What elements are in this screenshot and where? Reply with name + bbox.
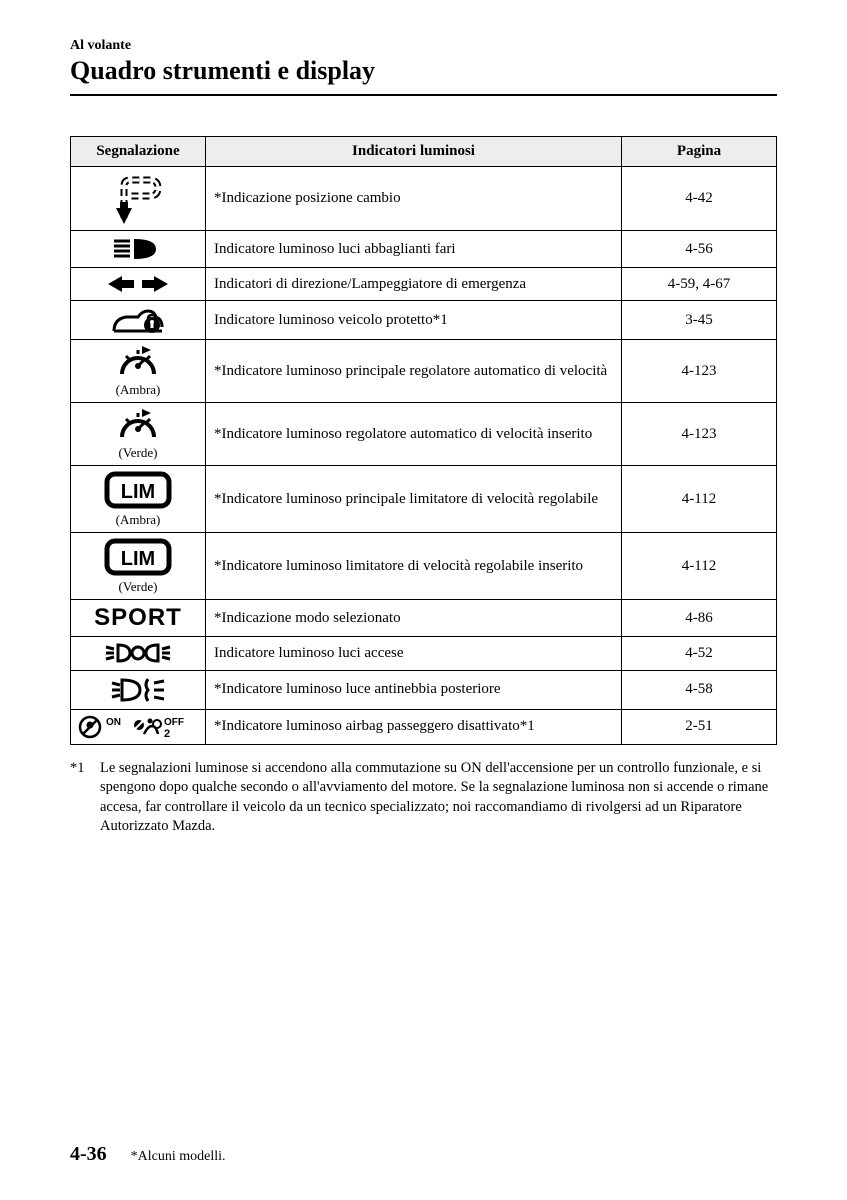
indicator-description: Indicatore luminoso luci abbaglianti far…: [206, 231, 622, 268]
footnote-text: Le segnalazioni luminose si accendono al…: [100, 759, 777, 837]
security-icon: [73, 305, 203, 335]
table-row: Indicatore luminoso luci accese4-52: [71, 637, 777, 670]
table-body: *Indicazione posizione cambio4-42 Indica…: [71, 167, 777, 745]
indicator-description: *Indicazione posizione cambio: [206, 167, 622, 231]
indicator-description: Indicatori di direzione/Lampeggiatore di…: [206, 268, 622, 301]
footnote-label: *1: [70, 759, 100, 837]
table-row: Indicatore luminoso veicolo protetto*13-…: [71, 301, 777, 340]
page-ref: 4-123: [622, 340, 777, 403]
table-row: *Indicatore luminoso luce antinebbia pos…: [71, 670, 777, 709]
page-ref: 3-45: [622, 301, 777, 340]
icon-sublabel: (Verde): [73, 579, 203, 595]
title-rule: [70, 94, 777, 96]
page-ref: 2-51: [622, 709, 777, 744]
icon-sublabel: (Ambra): [73, 382, 203, 398]
sport-mode-icon: SPORT: [73, 604, 203, 632]
indicator-description: *Indicatore luminoso regolatore automati…: [206, 403, 622, 466]
indicator-description: *Indicatore luminoso principale limitato…: [206, 466, 622, 533]
turn-signals-icon: [73, 274, 203, 294]
col-header-indicator: Indicatori luminosi: [206, 137, 622, 167]
svg-text:LIM: LIM: [121, 548, 155, 570]
page-ref: 4-112: [622, 533, 777, 600]
signal-cell: [71, 231, 206, 268]
col-header-page: Pagina: [622, 137, 777, 167]
table-row: (Verde)*Indicatore luminoso regolatore a…: [71, 403, 777, 466]
page-header: Al volante Quadro strumenti e display: [70, 38, 777, 96]
signal-cell: [71, 268, 206, 301]
indicator-description: *Indicatore luminoso principale regolato…: [206, 340, 622, 403]
col-header-signal: Segnalazione: [71, 137, 206, 167]
table-row: Indicatori di direzione/Lampeggiatore di…: [71, 268, 777, 301]
page-ref: 4-123: [622, 403, 777, 466]
lights-on-icon: [73, 641, 203, 665]
signal-cell: [71, 637, 206, 670]
table-row: LIM (Verde)*Indicatore luminoso limitato…: [71, 533, 777, 600]
section-pretitle: Al volante: [70, 38, 777, 54]
signal-cell: [71, 167, 206, 231]
table-row: (Ambra)*Indicatore luminoso principale r…: [71, 340, 777, 403]
indicator-description: Indicatore luminoso veicolo protetto*1: [206, 301, 622, 340]
signal-cell: LIM (Verde): [71, 533, 206, 600]
icon-sublabel: (Verde): [73, 445, 203, 461]
airbag-off-icon: ON OFF 2: [73, 714, 203, 740]
icon-sublabel: (Ambra): [73, 512, 203, 528]
gear-shift-icon: [73, 174, 203, 224]
lim-main-icon: LIM: [73, 470, 203, 510]
page-number: 4-36: [70, 1143, 107, 1166]
rear-fog-icon: [73, 675, 203, 705]
svg-text:OFF: OFF: [164, 717, 184, 728]
cruise-main-icon: [73, 344, 203, 380]
signal-cell: (Verde): [71, 403, 206, 466]
indicators-table: Segnalazione Indicatori luminosi Pagina …: [70, 136, 777, 745]
svg-text:2: 2: [164, 728, 170, 740]
high-beam-icon: [73, 235, 203, 263]
table-row: Indicatore luminoso luci abbaglianti far…: [71, 231, 777, 268]
indicator-description: *Indicatore luminoso limitatore di veloc…: [206, 533, 622, 600]
signal-cell: (Ambra): [71, 340, 206, 403]
page-ref: 4-52: [622, 637, 777, 670]
lim-set-icon: LIM: [73, 537, 203, 577]
table-header-row: Segnalazione Indicatori luminosi Pagina: [71, 137, 777, 167]
page-title: Quadro strumenti e display: [70, 56, 777, 92]
page-ref: 4-86: [622, 600, 777, 637]
some-models-note: *Alcuni modelli.: [131, 1149, 226, 1165]
table-row: SPORT*Indicazione modo selezionato4-86: [71, 600, 777, 637]
indicator-description: Indicatore luminoso luci accese: [206, 637, 622, 670]
signal-cell: SPORT: [71, 600, 206, 637]
signal-cell: [71, 670, 206, 709]
page-ref: 4-112: [622, 466, 777, 533]
sport-text: SPORT: [73, 604, 203, 632]
indicator-description: *Indicatore luminoso luce antinebbia pos…: [206, 670, 622, 709]
page-ref: 4-56: [622, 231, 777, 268]
table-row: ON OFF 2 *Indicatore luminoso airbag pas…: [71, 709, 777, 744]
page-ref: 4-59, 4-67: [622, 268, 777, 301]
signal-cell: ON OFF 2: [71, 709, 206, 744]
indicator-description: *Indicazione modo selezionato: [206, 600, 622, 637]
page-ref: 4-42: [622, 167, 777, 231]
indicator-description: *Indicatore luminoso airbag passeggero d…: [206, 709, 622, 744]
page-ref: 4-58: [622, 670, 777, 709]
svg-text:ON: ON: [106, 717, 121, 728]
table-row: LIM (Ambra)*Indicatore luminoso principa…: [71, 466, 777, 533]
footnote: *1 Le segnalazioni luminose si accendono…: [70, 759, 777, 837]
cruise-set-icon: [73, 407, 203, 443]
signal-cell: LIM (Ambra): [71, 466, 206, 533]
page-footer: 4-36 *Alcuni modelli.: [70, 1143, 777, 1166]
signal-cell: [71, 301, 206, 340]
table-row: *Indicazione posizione cambio4-42: [71, 167, 777, 231]
svg-text:LIM: LIM: [121, 481, 155, 503]
